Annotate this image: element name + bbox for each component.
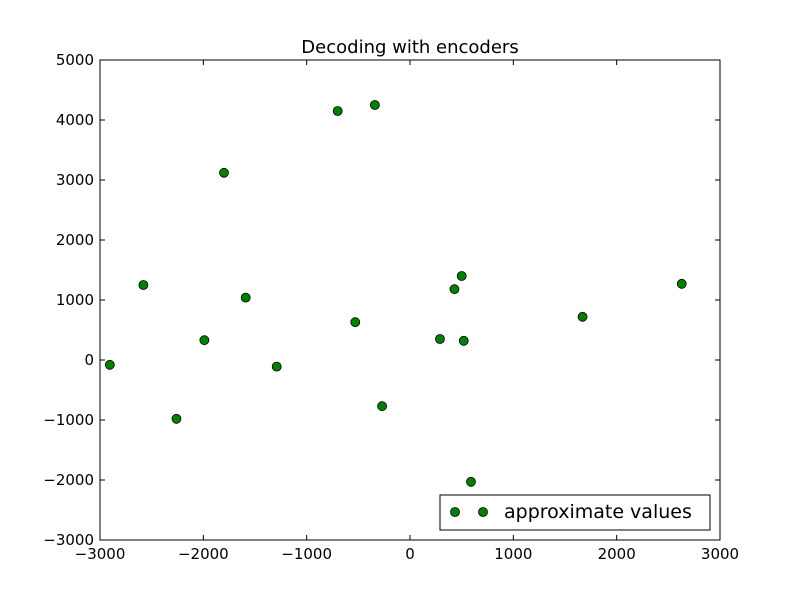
x-tick-label: −3000 (75, 545, 126, 563)
data-points (104, 100, 687, 487)
data-point (104, 359, 115, 370)
x-tick-label: −1000 (281, 545, 332, 563)
data-point (138, 280, 149, 290)
axis-ticks: −3000 −2000 −1000 0 1000 2000 3000 −3000 −2000 −1… (43, 51, 739, 563)
x-tick-label: 0 (405, 545, 415, 563)
data-point (332, 106, 343, 116)
plot-area (99, 59, 721, 541)
y-tick-label: 1000 (56, 291, 94, 309)
chart-title: Decoding with encoders (301, 37, 518, 58)
x-tick-label: −2000 (178, 545, 229, 563)
data-point (458, 335, 469, 346)
data-point (199, 335, 210, 346)
data-point (271, 361, 282, 372)
x-tick-label: 1000 (494, 545, 532, 563)
y-tick-label: 0 (84, 351, 94, 369)
legend: approximate values (439, 494, 711, 531)
data-point (377, 401, 388, 412)
data-point (350, 317, 361, 328)
legend-label: approximate values (504, 501, 692, 523)
x-tick-label: 2000 (598, 545, 636, 563)
data-point (369, 100, 380, 110)
y-tick-label: −2000 (43, 471, 94, 489)
data-point (171, 413, 182, 424)
legend-marker (478, 507, 488, 517)
y-tick-label: −1000 (43, 411, 94, 429)
y-tick-label: 4000 (56, 111, 94, 129)
x-tick-label: 3000 (701, 545, 739, 563)
data-point (676, 278, 687, 289)
data-point (577, 311, 588, 322)
y-tick-label: 3000 (56, 171, 94, 189)
data-point (240, 292, 251, 303)
legend-marker (450, 507, 460, 517)
data-point (456, 271, 467, 281)
y-tick-label: 2000 (56, 231, 94, 249)
data-point (466, 476, 476, 487)
y-tick-label: 5000 (56, 51, 94, 69)
data-point (219, 167, 229, 178)
data-point (435, 334, 445, 344)
y-tick-label: −3000 (43, 531, 94, 549)
data-point (449, 284, 460, 295)
